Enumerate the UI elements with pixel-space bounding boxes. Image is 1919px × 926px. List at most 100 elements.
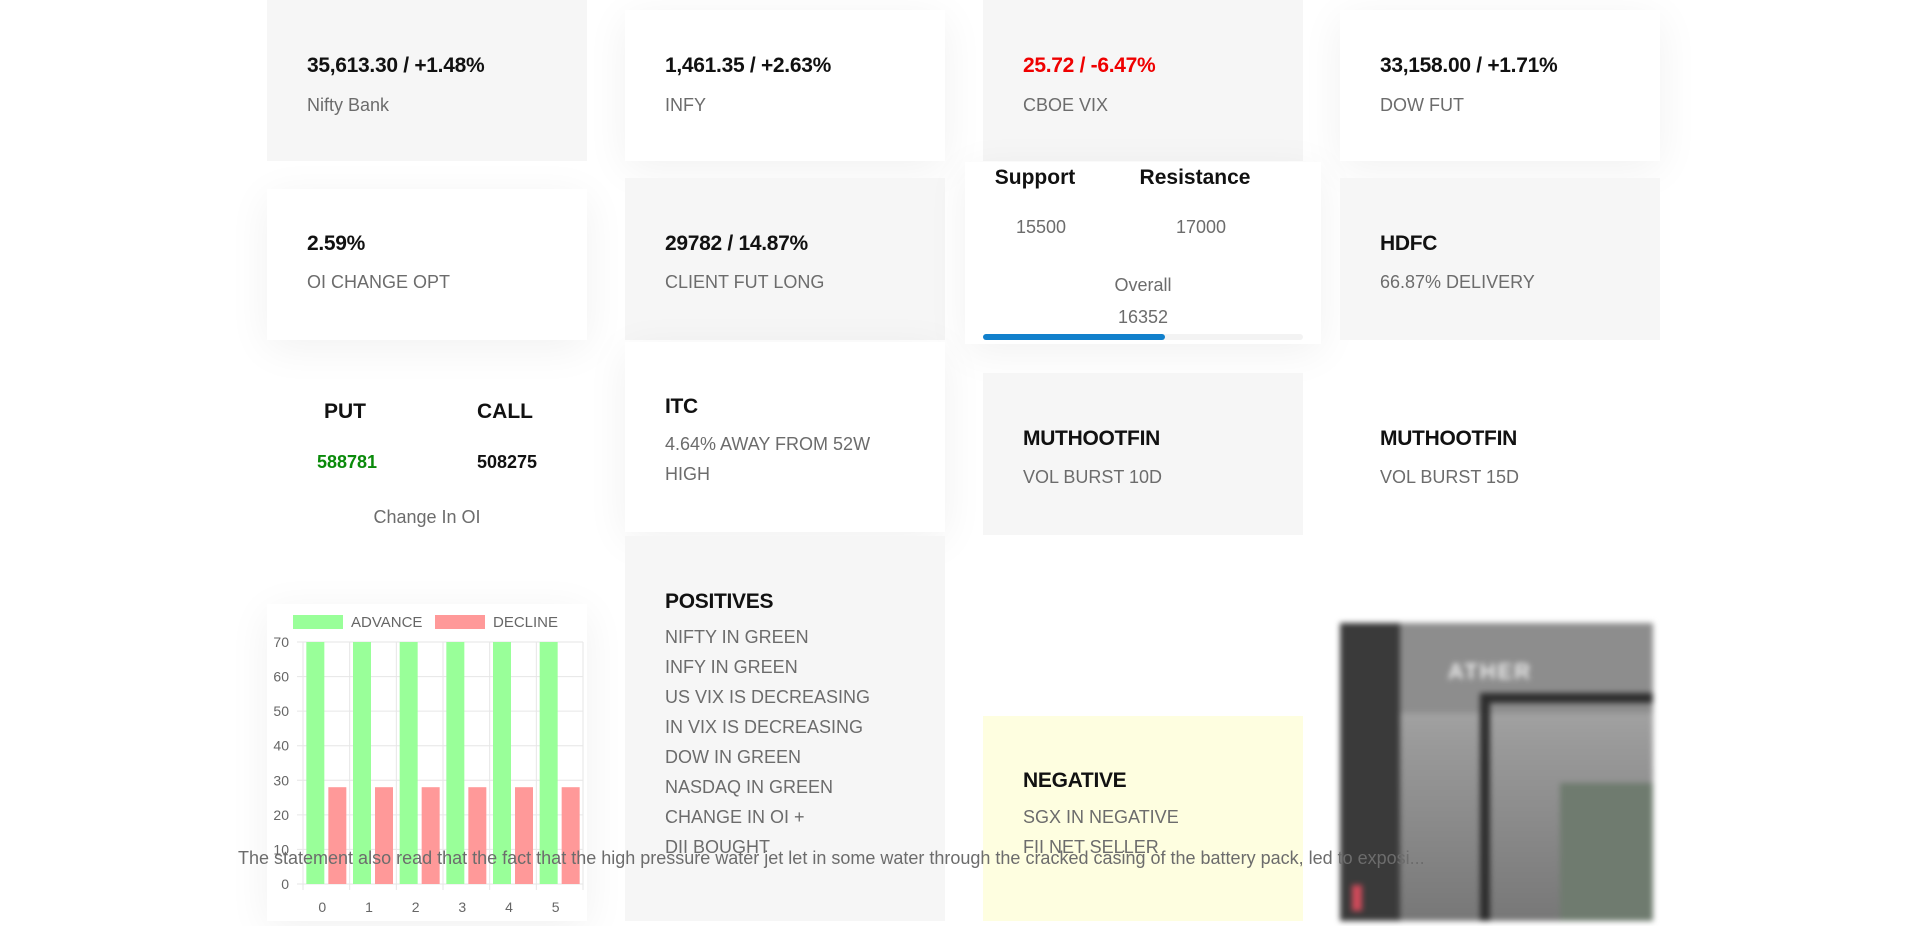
stat-label-line: 4.64% AWAY FROM 52W bbox=[665, 434, 871, 454]
positive-item: NASDAQ IN GREEN bbox=[665, 777, 834, 797]
bar-decline bbox=[561, 787, 580, 884]
stat-label: VOL BURST 10D bbox=[1023, 467, 1163, 487]
support-resistance-card: Support Resistance 15500 17000 Overall 1… bbox=[965, 162, 1321, 344]
negatives-list: SGX IN NEGATIVE FII NET SELLER bbox=[1023, 802, 1179, 862]
stat-card-nifty-bank[interactable]: 35,613.30 / +1.48% Nifty Bank bbox=[267, 0, 587, 161]
x-tick-label: 2 bbox=[412, 899, 420, 915]
stat-card-client-fut-long[interactable]: 29782 / 14.87% CLIENT FUT LONG bbox=[625, 178, 945, 340]
negative-title: NEGATIVE bbox=[1023, 769, 1127, 792]
stat-label: 4.64% AWAY FROM 52W HIGH bbox=[665, 429, 870, 489]
resistance-label: Resistance bbox=[1139, 166, 1251, 189]
stat-value: 29782 / 14.87% bbox=[665, 232, 808, 255]
stat-label: Nifty Bank bbox=[307, 95, 390, 115]
bar-decline bbox=[375, 787, 393, 884]
stat-value: HDFC bbox=[1380, 232, 1438, 255]
positive-item: NIFTY IN GREEN bbox=[665, 627, 809, 647]
stat-card-muthootfin-10d[interactable]: MUTHOOTFIN VOL BURST 10D bbox=[983, 373, 1303, 535]
legend-swatch bbox=[435, 615, 485, 629]
x-tick-label: 4 bbox=[505, 899, 513, 915]
legend-swatch bbox=[293, 615, 343, 629]
stat-value: 2.59% bbox=[307, 232, 366, 255]
bar-advance bbox=[306, 642, 325, 884]
image-storefront-sign: ATHER bbox=[1448, 659, 1533, 684]
advance-decline-chart: ADVANCE DECLINE 0 10 20 30 40 50 60 70 0 1 2 3 4 5 bbox=[273, 614, 584, 915]
y-tick-label: 20 bbox=[273, 807, 289, 823]
stat-value: 33,158.00 / +1.71% bbox=[1380, 54, 1558, 77]
image-storefront-pillar bbox=[1340, 623, 1400, 921]
x-tick-label: 5 bbox=[552, 899, 560, 915]
overall-value: 16352 bbox=[1117, 307, 1169, 327]
stat-value: MUTHOOTFIN bbox=[1023, 427, 1160, 450]
stat-label: CBOE VIX bbox=[1023, 95, 1109, 115]
x-tick-label: 1 bbox=[365, 899, 373, 915]
legend-label: ADVANCE bbox=[351, 614, 422, 631]
resistance-value: 17000 bbox=[1175, 217, 1227, 237]
x-tick-label: 3 bbox=[458, 899, 466, 915]
stat-label: INFY bbox=[665, 95, 707, 115]
positive-item: IN VIX IS DECREASING bbox=[665, 717, 864, 737]
image-storefront-frame bbox=[1480, 693, 1653, 921]
stat-label: OI CHANGE OPT bbox=[307, 272, 451, 292]
negative-item: SGX IN NEGATIVE bbox=[1023, 807, 1179, 827]
overall-label: Overall bbox=[1114, 275, 1172, 295]
legend-label: DECLINE bbox=[493, 614, 558, 631]
stat-label: VOL BURST 15D bbox=[1380, 467, 1520, 487]
stat-card-itc[interactable]: ITC 4.64% AWAY FROM 52W HIGH bbox=[625, 342, 945, 532]
bar-decline bbox=[328, 787, 347, 884]
put-label: PUT bbox=[324, 400, 366, 423]
positive-item: DII BOUGHT bbox=[665, 837, 771, 857]
positives-list: NIFTY IN GREEN INFY IN GREEN US VIX IS DEC… bbox=[665, 622, 870, 862]
bar-advance bbox=[446, 642, 465, 884]
stat-card-infy[interactable]: 1,461.35 / +2.63% INFY bbox=[625, 10, 945, 161]
overall-progress-bar bbox=[983, 334, 1303, 340]
stat-card-cboe-vix[interactable]: 25.72 / -6.47% CBOE VIX bbox=[983, 0, 1303, 161]
call-label: CALL bbox=[477, 400, 533, 423]
y-tick-label: 0 bbox=[281, 876, 289, 892]
bar-decline bbox=[468, 787, 487, 884]
stat-value: 1,461.35 / +2.63% bbox=[665, 54, 831, 77]
bar-advance bbox=[399, 642, 418, 884]
stat-value: MUTHOOTFIN bbox=[1380, 427, 1517, 450]
image-greenery bbox=[1560, 783, 1653, 921]
stat-label: CLIENT FUT LONG bbox=[665, 272, 825, 292]
negative-item: FII NET SELLER bbox=[1023, 837, 1159, 857]
stat-label: 66.87% DELIVERY bbox=[1380, 272, 1535, 292]
image-red-light bbox=[1352, 885, 1362, 911]
stat-value: ITC bbox=[665, 395, 698, 418]
advance-decline-chart-card: ADVANCE DECLINE 0 10 20 30 40 50 60 70 0 1 2 3 4 5 bbox=[267, 604, 587, 921]
news-image[interactable]: ATHER bbox=[1340, 623, 1653, 921]
positive-item: DOW IN GREEN bbox=[665, 747, 802, 767]
stat-value: 35,613.30 / +1.48% bbox=[307, 54, 485, 77]
news-headline-text[interactable]: The statement also read that the fact th… bbox=[238, 848, 1425, 868]
y-tick-label: 40 bbox=[273, 738, 289, 754]
positive-item: US VIX IS DECREASING bbox=[665, 687, 871, 707]
stat-card-hdfc[interactable]: HDFC 66.87% DELIVERY bbox=[1340, 178, 1660, 340]
negative-card: NEGATIVE SGX IN NEGATIVE FII NET SELLER bbox=[983, 716, 1303, 921]
y-tick-label: 50 bbox=[273, 703, 289, 719]
bar-advance bbox=[353, 642, 371, 884]
positive-item: CHANGE IN OI + bbox=[665, 807, 805, 827]
support-value: 15500 bbox=[1015, 217, 1067, 237]
put-value: 588781 bbox=[316, 452, 378, 472]
stat-card-oi-change-opt[interactable]: 2.59% OI CHANGE OPT bbox=[267, 189, 587, 340]
positives-title: POSITIVES bbox=[665, 590, 774, 613]
stat-card-dow-fut[interactable]: 33,158.00 / +1.71% DOW FUT bbox=[1340, 10, 1660, 161]
oi-card: PUT CALL 588781 508275 Change In OI bbox=[267, 372, 587, 542]
call-value: 508275 bbox=[476, 452, 538, 472]
x-tick-label: 0 bbox=[318, 899, 326, 915]
support-label: Support bbox=[994, 166, 1076, 189]
y-tick-label: 30 bbox=[273, 772, 289, 788]
stat-label-line: HIGH bbox=[665, 464, 710, 484]
bar-advance bbox=[493, 642, 511, 884]
stat-label: DOW FUT bbox=[1380, 95, 1464, 115]
positives-card: POSITIVES NIFTY IN GREEN INFY IN GREEN US … bbox=[625, 536, 945, 921]
bar-advance bbox=[539, 642, 558, 884]
stat-value: 25.72 / -6.47% bbox=[1023, 54, 1156, 77]
positive-item: INFY IN GREEN bbox=[665, 657, 798, 677]
overall-progress-fill bbox=[983, 334, 1166, 340]
oi-caption: Change In OI bbox=[373, 507, 481, 527]
stat-card-muthootfin-15d[interactable]: MUTHOOTFIN VOL BURST 15D bbox=[1340, 373, 1660, 535]
bar-decline bbox=[515, 787, 533, 884]
y-tick-label: 70 bbox=[273, 634, 289, 650]
y-tick-label: 10 bbox=[273, 841, 289, 857]
